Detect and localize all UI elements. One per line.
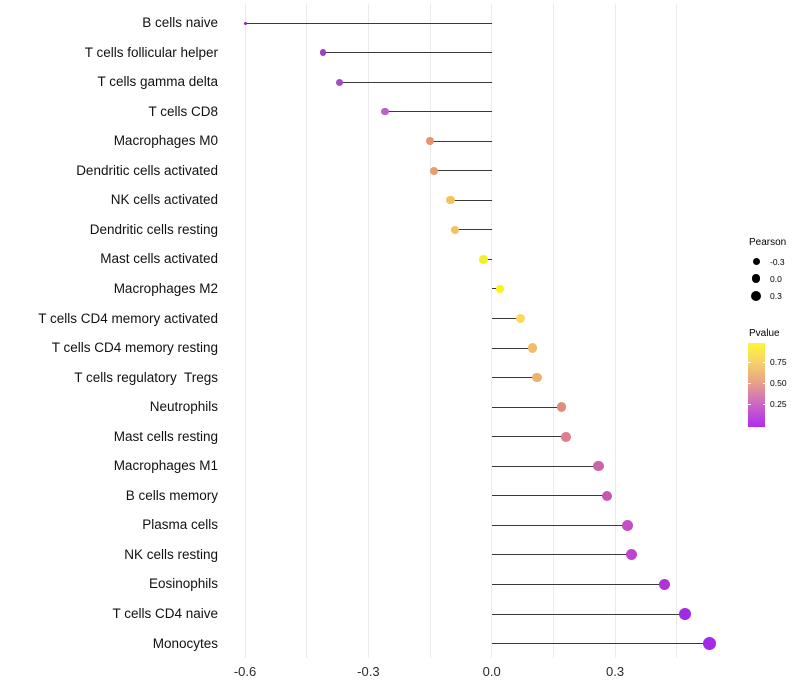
lollipop-dot — [495, 284, 505, 294]
lollipop-dot — [678, 607, 692, 621]
gridline — [491, 4, 493, 658]
y-axis-label: Macrophages M1 — [113, 458, 218, 474]
lollipop-dot — [446, 196, 455, 205]
lollipop-stick — [491, 465, 599, 467]
pvalue-tick-label: 0.50 — [770, 378, 787, 388]
lollipop-dot — [556, 402, 567, 412]
y-axis-label: Macrophages M2 — [113, 280, 218, 296]
pvalue-tick-mark — [762, 362, 765, 363]
lollipop-stick — [450, 199, 492, 201]
y-axis-label: T cells gamma delta — [97, 74, 218, 90]
lollipop-stick — [430, 140, 492, 142]
y-axis-label: Mast cells resting — [113, 428, 218, 444]
legend-pearson-title: Pearson — [749, 237, 787, 248]
lollipop-dot — [621, 519, 633, 531]
y-axis-label: T cells CD4 memory resting — [51, 340, 218, 356]
y-axis-label: B cells naive — [142, 15, 218, 30]
lollipop-stick — [491, 436, 566, 438]
y-axis-label: T cells regulatory Tregs — [74, 369, 218, 385]
lollipop-dot — [336, 78, 344, 86]
lollipop-dot — [243, 21, 247, 25]
gridline — [614, 4, 616, 658]
lollipop-dot — [593, 461, 604, 472]
y-axis-label: T cells follicular helper — [84, 44, 218, 60]
lollipop-dot — [430, 166, 439, 175]
lollipop-dot — [319, 49, 327, 56]
legend-size-label: 0.0 — [770, 273, 782, 284]
legend-size-label: 0.3 — [770, 290, 782, 301]
lollipop-stick — [491, 554, 632, 556]
y-axis-label: T cells CD8 — [148, 103, 218, 119]
legend-size-dot — [752, 258, 760, 265]
pvalue-tick-mark — [748, 383, 751, 384]
y-axis-label: Macrophages M0 — [113, 133, 218, 149]
lollipop-stick — [491, 495, 607, 497]
lollipop-dot — [601, 490, 613, 502]
lollipop-dot — [528, 343, 538, 353]
lollipop-stick — [491, 643, 710, 645]
lollipop-stick — [339, 81, 492, 83]
y-axis-label: Eosinophils — [148, 576, 218, 592]
legend-size-dot — [751, 274, 761, 283]
lollipop-dot — [515, 314, 525, 323]
y-axis-label: Monocytes — [152, 635, 218, 651]
lollipop-stick — [384, 111, 492, 113]
lollipop-stick — [434, 170, 492, 172]
y-axis-label: NK cells resting — [124, 546, 218, 562]
pvalue-tick-mark — [762, 404, 765, 405]
lollipop-stick — [491, 613, 685, 615]
legend-pvalue-title: Pvalue — [749, 328, 780, 339]
y-axis-label: T cells CD4 memory activated — [38, 310, 218, 326]
lollipop-stick — [491, 318, 521, 319]
legend-size-label: -0.3 — [770, 256, 785, 267]
x-axis-tick-label: -0.6 — [233, 664, 257, 679]
lollipop-dot — [625, 549, 637, 561]
lollipop-dot — [450, 225, 459, 234]
lollipop-dot — [380, 107, 389, 116]
pvalue-tick-mark — [762, 383, 765, 384]
lollipop-dot — [479, 255, 488, 264]
y-axis-label: Plasma cells — [142, 517, 218, 533]
y-axis-label: Neutrophils — [149, 399, 218, 415]
lollipop-stick — [491, 377, 537, 379]
lollipop-stick — [491, 347, 533, 349]
lollipop-dot — [658, 578, 671, 591]
y-axis-label: Mast cells activated — [100, 251, 218, 267]
pvalue-tick-label: 0.75 — [770, 357, 787, 367]
gridline — [552, 4, 554, 658]
gridline — [367, 4, 369, 658]
lollipop-stick — [245, 22, 492, 24]
pvalue-tick-mark — [748, 362, 751, 363]
lollipop-stick — [454, 229, 492, 231]
gridline — [306, 4, 308, 658]
pvalue-tick-mark — [748, 404, 751, 405]
lollipop-stick — [491, 583, 665, 585]
y-axis-label: Dendritic cells activated — [76, 162, 218, 178]
lollipop-stick — [323, 52, 492, 54]
pvalue-tick-label: 0.25 — [770, 399, 787, 409]
x-axis-tick-label: -0.3 — [357, 664, 380, 679]
y-axis-label: NK cells activated — [110, 192, 218, 208]
gridline — [429, 4, 431, 658]
lollipop-dot — [702, 636, 717, 651]
y-axis-label: T cells CD4 naive — [112, 606, 218, 621]
lollipop-dot — [426, 137, 435, 146]
gridline — [244, 4, 246, 658]
lollipop-stick — [491, 524, 628, 526]
lollipop-dot — [532, 372, 542, 383]
y-axis-label: Dendritic cells resting — [89, 221, 218, 237]
lollipop-dot — [560, 431, 571, 442]
pvalue-colorbar — [748, 343, 765, 427]
x-axis-tick-label: 0.0 — [482, 664, 501, 679]
x-axis-tick-label: 0.3 — [605, 664, 625, 679]
lollipop-stick — [491, 406, 562, 408]
gridline — [676, 4, 678, 658]
legend-size-dot — [751, 290, 761, 301]
y-axis-label: B cells memory — [125, 487, 218, 503]
